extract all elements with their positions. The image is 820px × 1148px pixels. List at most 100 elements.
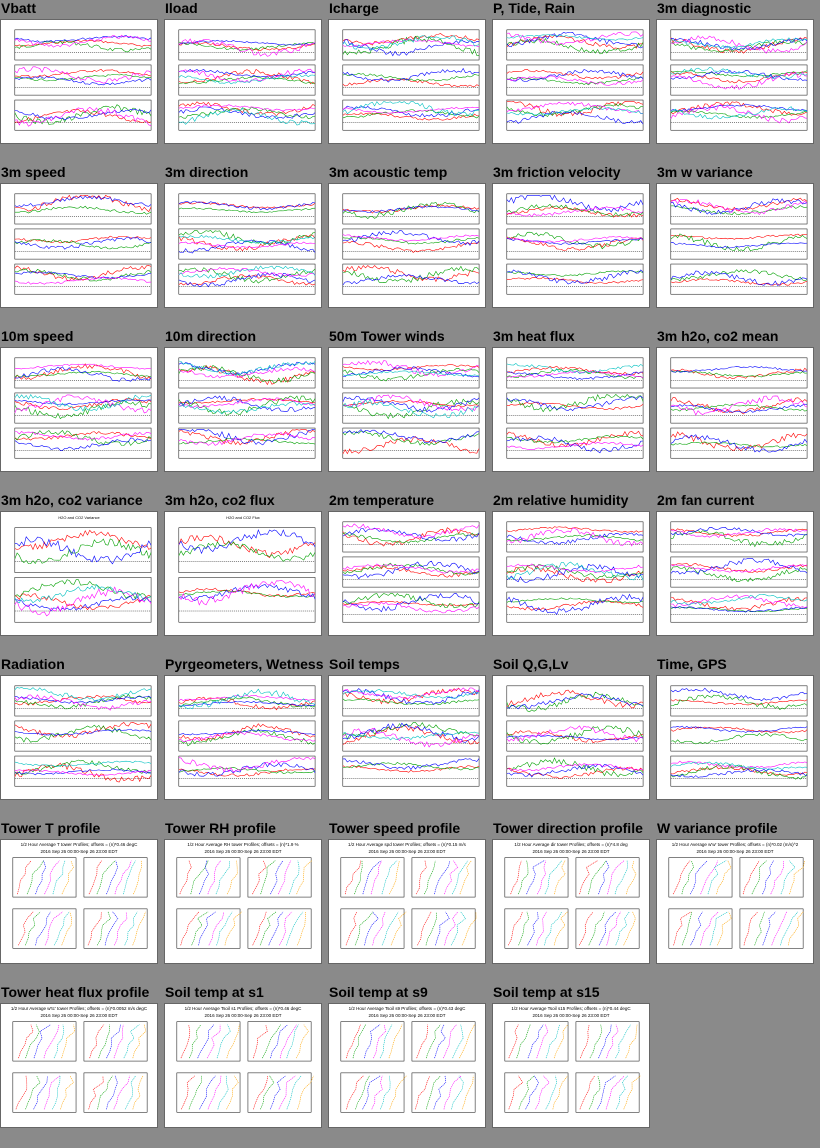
profile-line — [104, 911, 119, 946]
series-line — [506, 368, 644, 379]
panel-thumbnail-3m-diagnostic[interactable] — [656, 19, 814, 144]
panel-thumbnail-soil-temp-at-s9[interactable]: 1/2 Hour Average Tsoil s9 Profiles; offs… — [328, 1003, 486, 1128]
panel-thumbnail-3m-acoustic-temp[interactable] — [328, 183, 486, 308]
panel-title: 3m speed — [1, 164, 66, 180]
panel-thumbnail-10m-speed[interactable] — [0, 347, 158, 472]
series-line — [178, 200, 316, 211]
panel-thumbnail-3m-direction[interactable] — [164, 183, 322, 308]
series-line — [506, 107, 644, 116]
panel-thumbnail-2m-temperature[interactable] — [328, 511, 486, 636]
panel-thumbnail-3m-h2o-co2-flux[interactable]: H2O and CO2 Flux — [164, 511, 322, 636]
panel-vbatt: Vbatt — [0, 0, 160, 164]
plot-image: 1/2 Hour Average RH tower Profiles; offs… — [176, 842, 312, 949]
profile-frame — [575, 908, 640, 949]
series-line — [14, 194, 152, 213]
panel-thumbnail-soil-temps[interactable] — [328, 675, 486, 800]
panel-3m-h2o-co2-flux: 3m h2o, co2 flux H2O and CO2 Flux — [164, 492, 324, 656]
series-line — [178, 367, 316, 379]
series-line — [506, 38, 644, 55]
strip-frame — [506, 685, 644, 717]
panel-thumbnail-3m-friction-velocity[interactable] — [492, 183, 650, 308]
profile-frame — [12, 857, 77, 898]
profile-line — [444, 860, 459, 895]
panel-thumbnail-3m-speed[interactable] — [0, 183, 158, 308]
strip-frame — [14, 577, 152, 623]
profile-line — [379, 1024, 393, 1059]
panel-thumbnail-soil-temp-at-s15[interactable]: 1/2 Hour Average Tsoil s15 Profiles; off… — [492, 1003, 650, 1128]
series-line — [178, 534, 316, 558]
series-line — [670, 725, 808, 733]
panel-thumbnail-iload[interactable] — [164, 19, 322, 144]
strip-frame — [506, 720, 644, 752]
plot-image — [670, 193, 808, 295]
strip-frame — [14, 357, 152, 389]
profile-frame — [504, 857, 569, 898]
panel-thumbnail-p-tide-rain[interactable] — [492, 19, 650, 144]
plot-image: H2O and CO2 Flux — [178, 515, 316, 623]
series-line — [670, 270, 808, 286]
strip-frame — [506, 556, 644, 588]
panel-2m-temperature: 2m temperature — [328, 492, 488, 656]
panel-thumbnail-2m-fan-current[interactable] — [656, 511, 814, 636]
panel-thumbnail-tower-t-profile[interactable]: 1/2 Hour Average T tower Profiles; offse… — [0, 839, 158, 964]
panel-title: Tower speed profile — [329, 820, 461, 836]
panel-thumbnail-tower-direction-profile[interactable]: 1/2 Hour Average dir tower Profiles; off… — [492, 839, 650, 964]
series-line — [670, 403, 808, 413]
profile-frame — [411, 857, 476, 898]
panel-thumbnail-radiation[interactable] — [0, 675, 158, 800]
panel-thumbnail-10m-direction[interactable] — [164, 347, 322, 472]
panel-thumbnail-50m-tower-winds[interactable] — [328, 347, 486, 472]
profile-line — [188, 1075, 202, 1110]
panel-thumbnail-soil-temp-at-s1[interactable]: 1/2 Hour Average Tsoil s1 Profiles; offs… — [164, 1003, 322, 1128]
panel-radiation: Radiation — [0, 656, 160, 820]
series-line — [178, 401, 316, 415]
series-line — [178, 696, 316, 708]
plot-image — [178, 357, 316, 459]
panel-thumbnail-3m-h2o-co2-mean[interactable] — [656, 347, 814, 472]
series-line — [178, 541, 316, 562]
strip-frame — [342, 228, 480, 260]
profile-line — [253, 1075, 269, 1110]
profile-line — [370, 860, 382, 895]
panel-thumbnail-3m-h2o-co2-variance[interactable]: H2O and CO2 Variance — [0, 511, 158, 636]
series-line — [342, 72, 480, 82]
panel-thumbnail-tower-heat-flux-profile[interactable]: 1/2 Hour Average w'tc' tower Profiles; o… — [0, 1003, 158, 1128]
panel-2m-relative-humidity: 2m relative humidity — [492, 492, 652, 656]
series-line — [342, 724, 480, 745]
series-line — [670, 110, 808, 119]
profile-line — [389, 1075, 407, 1110]
strip-frame — [670, 29, 808, 61]
profile-line — [587, 860, 607, 895]
profile-line — [114, 911, 128, 946]
profile-line — [252, 911, 267, 946]
panel-thumbnail-tower-rh-profile[interactable]: 1/2 Hour Average RH tower Profiles; offs… — [164, 839, 322, 964]
profile-frame — [83, 1072, 148, 1113]
panel-thumbnail-3m-w-variance[interactable] — [656, 183, 814, 308]
panel-thumbnail-2m-relative-humidity[interactable] — [492, 511, 650, 636]
profile-line — [751, 860, 767, 895]
series-line — [178, 397, 316, 409]
series-line — [342, 112, 480, 121]
series-line — [14, 35, 152, 43]
series-line — [14, 593, 152, 611]
panel-thumbnail-tower-speed-profile[interactable]: 1/2 Hour Average spd tower Profiles; off… — [328, 839, 486, 964]
panel-thumbnail-3m-heat-flux[interactable] — [492, 347, 650, 472]
series-line — [178, 75, 316, 85]
panel-thumbnail-soil-q-g-lv[interactable] — [492, 675, 650, 800]
profile-line — [52, 1075, 61, 1110]
profile-line — [508, 1024, 519, 1059]
profile-line — [106, 1075, 118, 1110]
profile-line — [578, 911, 594, 946]
panel-3m-w-variance: 3m w variance — [656, 164, 816, 328]
panel-thumbnail-time-gps[interactable] — [656, 675, 814, 800]
series-line — [506, 430, 644, 448]
strip-frame — [670, 427, 808, 459]
panel-thumbnail-pyrgeometers-wetness[interactable] — [164, 675, 322, 800]
profile-line — [262, 1024, 281, 1059]
profile-line — [434, 860, 451, 895]
panel-thumbnail-vbatt[interactable] — [0, 19, 158, 144]
panel-thumbnail-w-variance-profile[interactable]: 1/2 Hour Average w'w' tower Profiles; of… — [656, 839, 814, 964]
panel-thumbnail-icharge[interactable] — [328, 19, 486, 144]
profile-line — [61, 911, 72, 946]
profile-line — [226, 1075, 239, 1110]
